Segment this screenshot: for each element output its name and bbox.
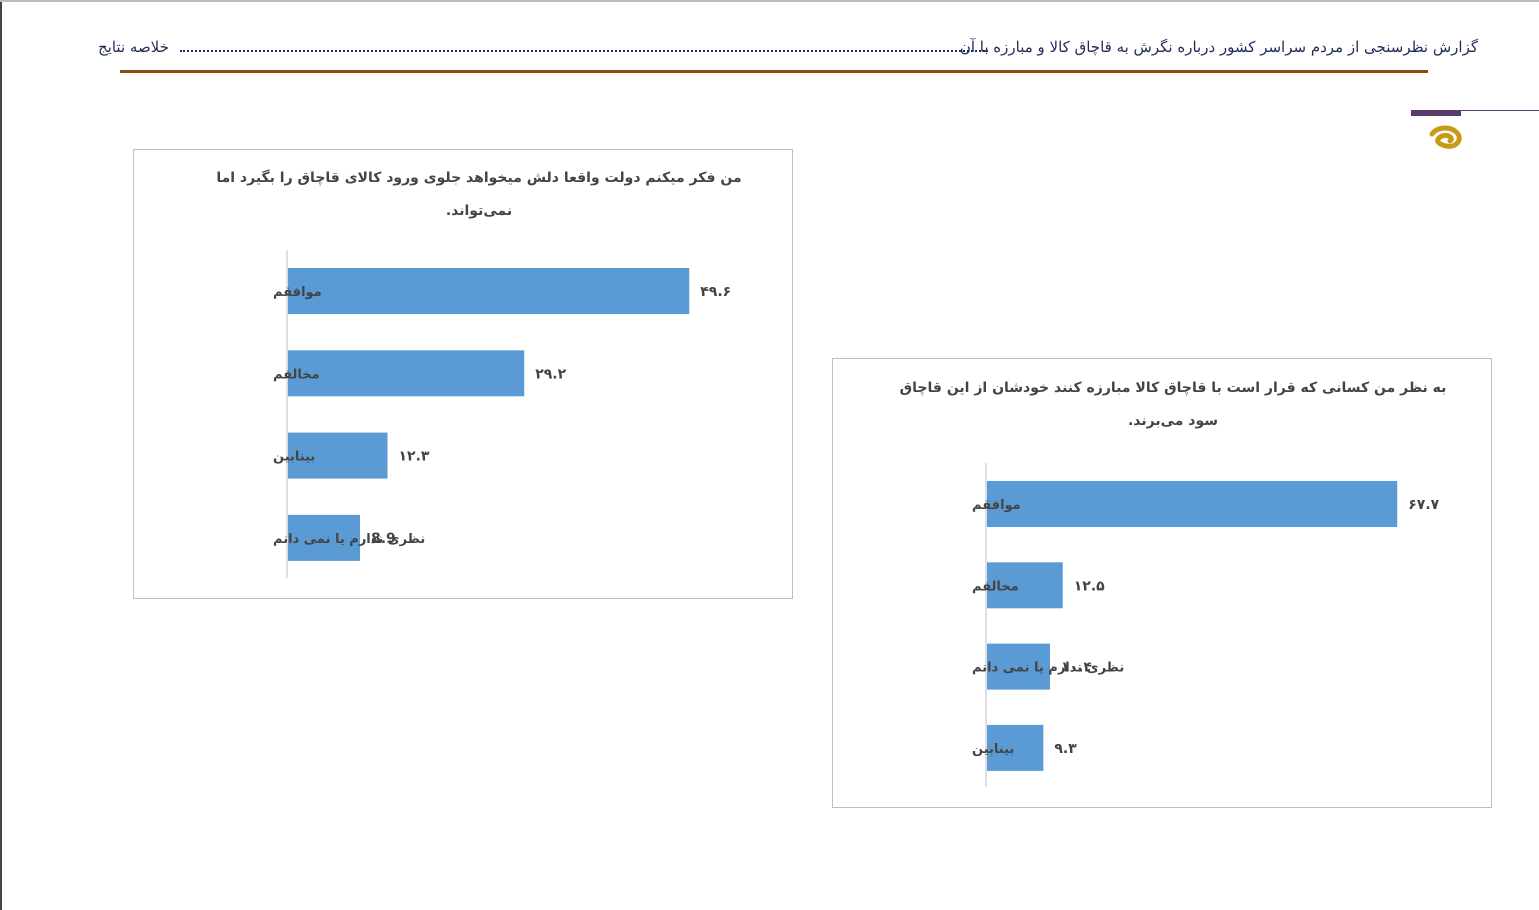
category-label: بینابین xyxy=(273,450,315,465)
chart-title: من فکر میکنم دولت واقعا دلش میخواهد جلوی… xyxy=(194,162,764,228)
page-header: گزارش نظرسنجی از مردم سراسر کشور درباره … xyxy=(98,38,1478,62)
section-title: خلاصه نتایج xyxy=(98,38,169,56)
chart-plot: موافقم ۴۹.۶ مخالفم ۲۹.۲ بینابین ۱۲.۳ نظری ندار… xyxy=(273,250,731,578)
category-label: نظری ندارم یا نمی دانم xyxy=(972,661,1124,676)
accent-line xyxy=(1461,110,1539,111)
category-label: موافقم xyxy=(972,498,1021,513)
data-label: ۹.۳ xyxy=(1054,741,1077,757)
bar xyxy=(987,643,1051,690)
category-label: نظری ندارم یا نمی دانم xyxy=(273,532,425,547)
data-label: 8.9 xyxy=(371,531,396,547)
page-top-border xyxy=(0,0,1539,2)
bar xyxy=(288,350,525,397)
category-label: موافقم xyxy=(273,285,322,300)
chart-plot: موافقم ۶۷.۷ مخالفم ۱۲.۵ نظری ندارم یا نمی دا… xyxy=(972,463,1440,787)
category-label: مخالفم xyxy=(972,579,1019,594)
category-label: مخالفم xyxy=(273,367,320,382)
chart-title-line-2: نمی‌تواند. xyxy=(445,203,513,219)
header-leader-dots xyxy=(180,50,988,52)
bar xyxy=(987,724,1044,771)
chart-title: به نظر من کسانی که قرار است با قاچاق کال… xyxy=(888,372,1458,438)
data-label: ۶۷.۷ xyxy=(1408,497,1439,513)
chart-government-smuggling: من فکر میکنم دولت واقعا دلش میخواهد جلوی… xyxy=(133,149,793,599)
chart-title-line-1: من فکر میکنم دولت واقعا دلش میخواهد جلوی… xyxy=(216,170,742,186)
accent-bar xyxy=(1411,110,1461,116)
page-left-border xyxy=(0,0,2,910)
data-label: ۱۲.۵ xyxy=(1074,578,1105,594)
chart-title-line-2: سود می‌برند. xyxy=(1127,413,1219,429)
header-rule xyxy=(120,70,1428,73)
category-label: بینابین xyxy=(972,742,1014,757)
bar xyxy=(288,514,361,561)
logo-icon xyxy=(1429,125,1462,149)
bar xyxy=(987,481,1398,527)
bar xyxy=(288,268,690,314)
report-title: گزارش نظرسنجی از مردم سراسر کشور درباره … xyxy=(959,38,1478,56)
bar xyxy=(987,562,1063,609)
chart-anti-smuggling-profit: به نظر من کسانی که قرار است با قاچاق کال… xyxy=(832,358,1492,808)
bar xyxy=(288,432,388,479)
data-label: ۲۹.۲ xyxy=(535,366,566,382)
data-label: ۱۲.۳ xyxy=(399,449,430,465)
data-label: ۱۰.۴ xyxy=(1061,660,1092,676)
data-label: ۴۹.۶ xyxy=(700,284,731,300)
chart-title-line-1: به نظر من کسانی که قرار است با قاچاق کال… xyxy=(899,380,1447,396)
